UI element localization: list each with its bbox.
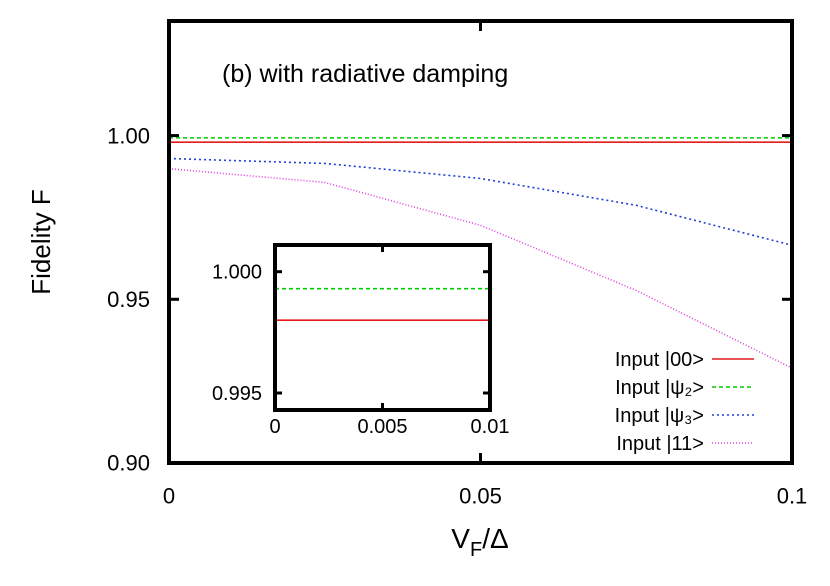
x-tick-label: 0	[269, 416, 280, 438]
annotation: (b) with radiative damping	[222, 60, 508, 88]
y-tick-label: 0.95	[107, 287, 150, 312]
plot-frame	[167, 19, 794, 465]
x-label-main: V	[451, 523, 470, 554]
legend-label: Input |ψ₃>	[615, 405, 704, 427]
x-axis-label: VF/Δ	[451, 523, 508, 561]
x-tick-label: 0	[163, 484, 175, 509]
y-tick-label: 1.000	[212, 262, 262, 284]
legend-label: Input |ψ₂>	[615, 377, 704, 399]
data-line	[168, 157, 793, 247]
plot-frame	[273, 243, 492, 412]
x-tick-label: 0.01	[471, 416, 510, 438]
legend-label: Input |00>	[615, 349, 704, 371]
x-label-rest: /Δ	[482, 523, 508, 554]
y-tick-label: 0.90	[107, 451, 150, 476]
legend-label: Input |11>	[616, 433, 704, 455]
inset-background	[275, 245, 490, 410]
y-axis-label: Fidelity F	[26, 189, 56, 294]
x-label-sub: F	[470, 539, 482, 561]
y-tick-label: 0.995	[212, 383, 262, 405]
x-tick-label: 0.005	[357, 416, 407, 438]
x-tick-label: 0.1	[777, 484, 808, 509]
y-tick-label: 1.00	[107, 123, 150, 148]
x-tick-label: 0.05	[459, 484, 502, 509]
